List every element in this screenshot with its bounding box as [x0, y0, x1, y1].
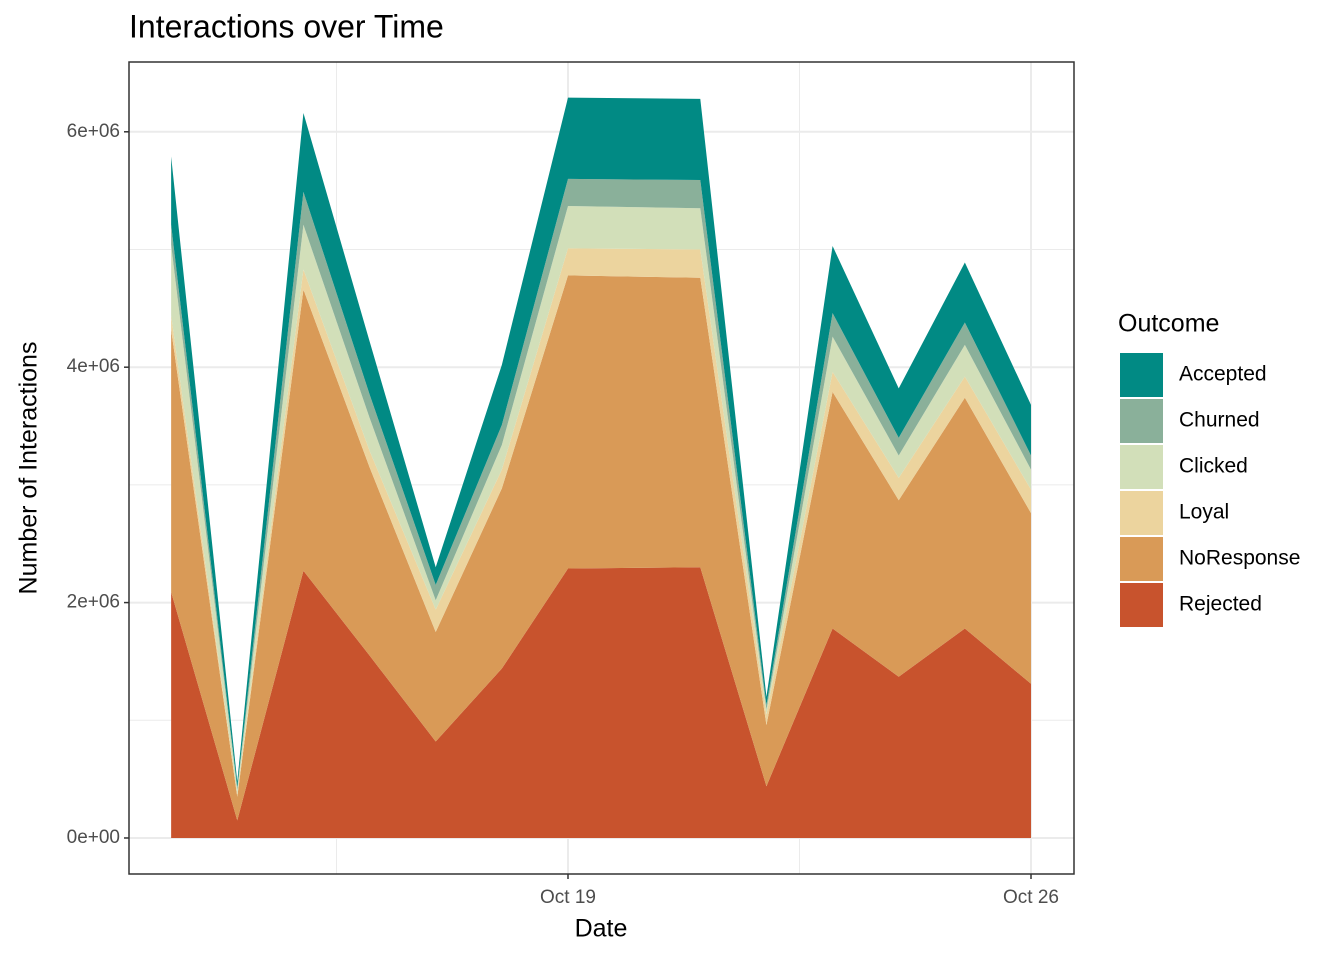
chart-title: Interactions over Time: [129, 8, 444, 44]
legend-label: Churned: [1179, 409, 1260, 432]
legend-key: [1120, 583, 1163, 627]
area: [171, 275, 1032, 821]
legend-label: Clicked: [1179, 455, 1248, 478]
y-tick-label: 2e+06: [67, 592, 120, 613]
y-axis-title: Number of Interactions: [15, 342, 43, 595]
legend-key: [1120, 491, 1163, 535]
area: [171, 567, 1032, 838]
plot-border: [128, 61, 1075, 875]
legend-label: Loyal: [1179, 501, 1229, 524]
legend-label: Rejected: [1179, 593, 1262, 616]
legend-key: [1120, 445, 1163, 489]
legend-title: Outcome: [1118, 310, 1219, 338]
x-tick-label: Oct 19: [540, 887, 596, 908]
x-tick-label: Oct 26: [1003, 887, 1059, 908]
legend-label: NoResponse: [1179, 547, 1300, 570]
legend-key: [1120, 399, 1163, 443]
legend-label: Accepted: [1179, 363, 1267, 386]
y-tick-label: 4e+06: [67, 356, 120, 377]
y-tick-label: 0e+00: [67, 827, 120, 848]
legend-key: [1120, 353, 1163, 397]
x-axis-title: Date: [575, 915, 628, 943]
legend-key: [1120, 537, 1163, 581]
y-tick-label: 6e+06: [67, 121, 120, 142]
